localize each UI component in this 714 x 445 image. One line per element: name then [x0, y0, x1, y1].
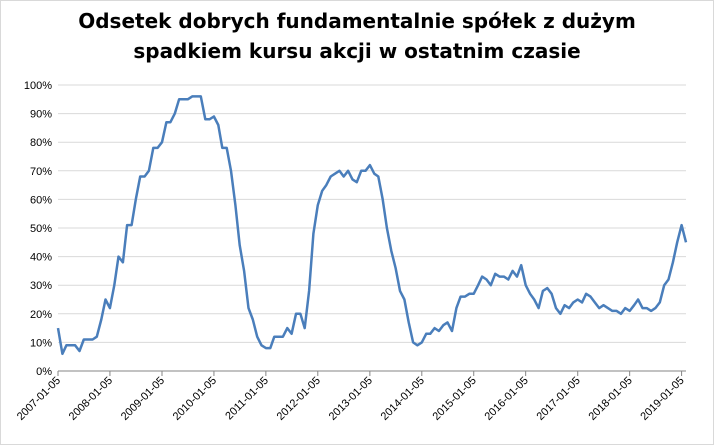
y-tick-label: 30% — [30, 280, 52, 292]
data-line — [56, 95, 688, 356]
y-tick-label: 20% — [30, 309, 52, 321]
y-tick-label: 100% — [24, 80, 52, 92]
chart-title: spadkiem kursu akcji w ostatnim czasie — [133, 39, 580, 63]
y-tick-label: 80% — [30, 137, 52, 149]
chart-title: Odsetek dobrych fundamentalnie spółek z … — [78, 9, 636, 33]
y-tick-label: 70% — [30, 166, 52, 178]
y-tick-label: 50% — [30, 223, 52, 235]
y-tick-label: 10% — [30, 337, 52, 349]
y-tick-label: 0% — [36, 366, 52, 378]
y-tick-label: 40% — [30, 252, 52, 264]
y-tick-label: 60% — [30, 194, 52, 206]
y-tick-label: 90% — [30, 109, 52, 121]
